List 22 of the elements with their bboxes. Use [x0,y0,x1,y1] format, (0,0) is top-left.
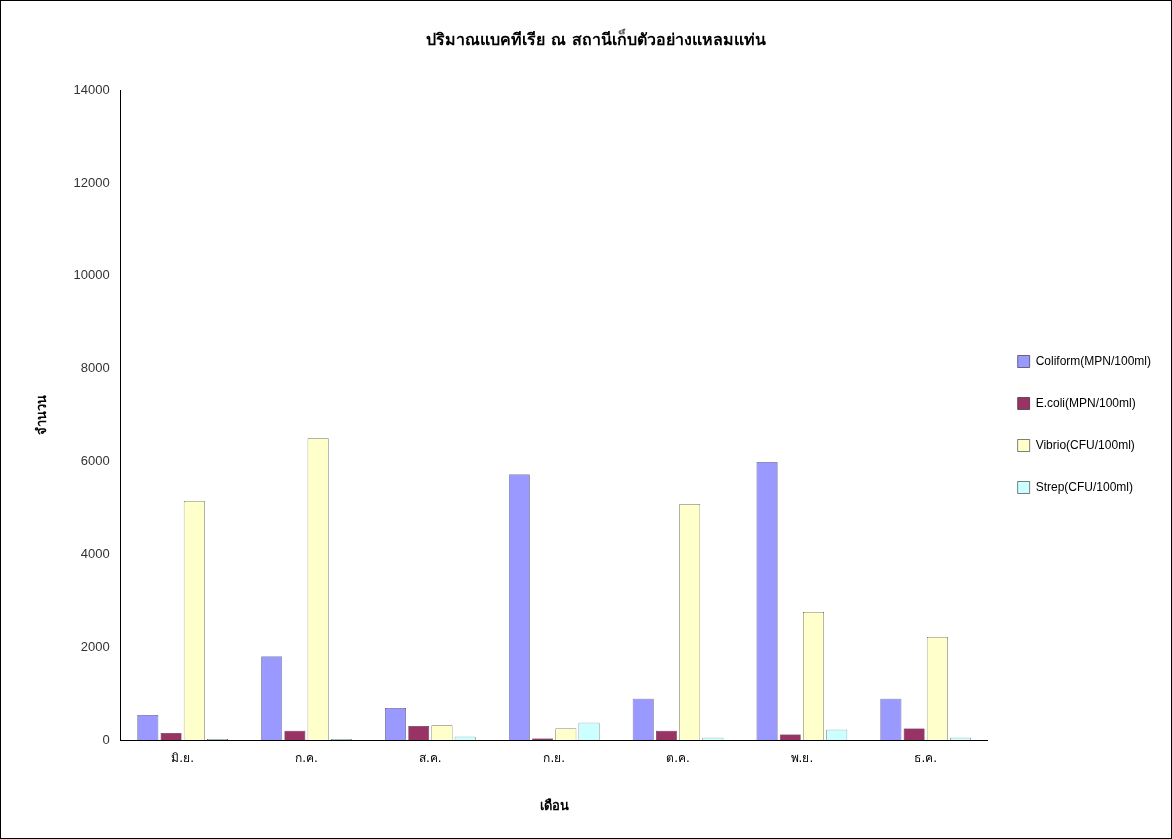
legend-label: Coliform(MPN/100ml) [1035,353,1152,368]
y-tick-label: 6000 [80,453,110,469]
x-axis-title: เดือน [539,797,569,813]
x-tick-label: ก.ย. [543,751,566,766]
y-tick-label: 10000 [73,267,110,283]
x-tick-label: ส.ค. [419,751,442,766]
y-tick-label: 8000 [80,360,110,376]
x-tick-label: ก.ค. [295,751,318,766]
y-tick-label: 14000 [73,81,110,97]
x-tick-label: พ.ย. [790,751,814,766]
chart-title: ปริมาณแบคทีเรีย ณ สถานีเก็บตัวอย่างแหลมแท่น [426,27,766,49]
legend-label: E.coli(MPN/100ml) [1035,395,1136,410]
x-tick-label: ต.ค. [666,751,690,766]
x-tick-label: ธ.ค. [914,751,938,766]
y-tick-label: 4000 [80,545,110,561]
x-tick-label: มิ.ย. [171,751,194,766]
y-tick-label: 12000 [73,174,110,190]
y-tick-label: 0 [102,731,110,747]
y-tick-label: 2000 [80,638,110,654]
y-axis-title: จำนวน [34,395,50,436]
legend-label: Vibrio(CFU/100ml) [1035,437,1135,452]
legend-label: Strep(CFU/100ml) [1035,479,1134,494]
